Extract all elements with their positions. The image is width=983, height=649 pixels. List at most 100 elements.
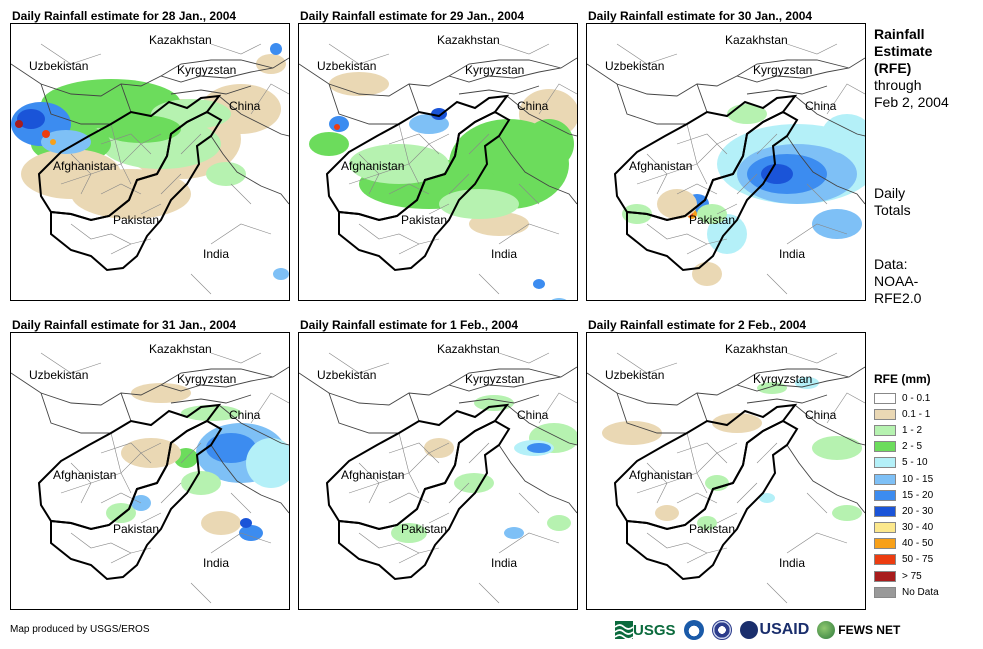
province-border [786, 43, 838, 55]
country-label-pakistan: Pakistan [401, 213, 447, 227]
pakistan-border [626, 110, 799, 272]
rainfall-area [256, 54, 286, 74]
legend-item: 1 - 2 [874, 422, 939, 438]
rain-layer [106, 383, 289, 541]
legend-label: 40 - 50 [902, 538, 934, 550]
country-label-kyrgyzstan: Kyrgyzstan [465, 372, 524, 386]
province-border [766, 582, 788, 604]
province-border [398, 432, 420, 494]
rainfall-area [334, 124, 340, 130]
country-border [218, 404, 289, 446]
country-label-india: India [203, 247, 229, 261]
legend-label: 30 - 40 [902, 522, 934, 534]
legend-swatch [874, 441, 896, 453]
rainfall-area [527, 443, 551, 453]
rainfall-area [50, 139, 56, 145]
country-label-china: China [517, 408, 549, 422]
rainfall-area [121, 438, 181, 468]
province-border [100, 133, 152, 155]
province-border [358, 532, 420, 554]
legend-swatch [874, 408, 896, 420]
side-title-line: through [874, 77, 922, 93]
country-border [160, 368, 274, 404]
province-border [498, 43, 550, 55]
province-border [40, 352, 102, 374]
country-label-uzbekistan: Uzbekistan [317, 368, 376, 382]
province-border [250, 83, 289, 115]
map-frame: Kazakhstan Uzbekistan Kyrgyzstan China Afgha… [586, 332, 866, 610]
rainfall-area [101, 115, 181, 143]
country-label-india: India [203, 556, 229, 570]
rainfall-area [707, 214, 747, 254]
rainfall-area [131, 383, 191, 403]
rainfall-area [812, 209, 862, 239]
rainfall-map: Kazakhstan Uzbekistan Kyrgyzstan China Afgha… [299, 342, 577, 604]
panel-title: Daily Rainfall estimate for 30 Jan., 200… [588, 9, 813, 23]
rainfall-area [602, 421, 662, 445]
province-border [448, 482, 470, 504]
rainfall-area [246, 438, 289, 488]
country-border [736, 59, 850, 95]
country-label-pakistan: Pakistan [689, 213, 735, 227]
rainfall-area [206, 162, 246, 186]
province-border [676, 133, 728, 155]
country-label-kazakhstan: Kazakhstan [149, 342, 212, 356]
province-border [468, 442, 490, 464]
province-border [686, 432, 708, 494]
usgs-wave-icon [615, 621, 633, 639]
province-border [636, 173, 668, 185]
country-label-afghanistan: Afghanistan [629, 159, 692, 173]
province-border [806, 492, 828, 514]
panel-title: Daily Rainfall estimate for 31 Jan., 200… [12, 318, 237, 332]
rainfall-area [759, 493, 775, 503]
province-border [160, 173, 182, 195]
country-border [40, 392, 132, 434]
map-credit: Map produced by USGS/EROS [10, 624, 150, 635]
province-border [358, 223, 420, 245]
legend-item: 50 - 75 [874, 552, 939, 568]
usaid-seal-icon [739, 621, 758, 639]
panel-title: Daily Rainfall estimate for 2 Feb., 2004 [588, 318, 807, 332]
province-border [140, 133, 162, 145]
province-border [736, 173, 758, 195]
pakistan-border [50, 110, 223, 272]
fewsnet-logo-text: FEWS NET [838, 623, 901, 637]
country-border [616, 83, 708, 125]
country-label-afghanistan: Afghanistan [53, 468, 116, 482]
country-label-uzbekistan: Uzbekistan [605, 368, 664, 382]
legend-swatch [874, 457, 896, 469]
province-border [250, 392, 289, 424]
legend-title: RFE (mm) [874, 372, 931, 386]
rainfall-area [270, 43, 282, 55]
country-border [160, 59, 274, 95]
rainfall-area [761, 164, 793, 184]
country-label-afghanistan: Afghanistan [341, 159, 404, 173]
side-title: Rainfall Estimate (RFE) through Feb 2, 2… [874, 26, 949, 111]
province-border [518, 492, 540, 514]
country-border [328, 392, 420, 434]
province-border [328, 43, 390, 65]
rainfall-area [239, 525, 263, 541]
panel-title: Daily Rainfall estimate for 1 Feb., 2004 [300, 318, 519, 332]
province-border [180, 442, 202, 464]
pakistan-border [338, 419, 511, 581]
province-border [230, 183, 252, 205]
province-border [756, 442, 778, 464]
province-border [498, 352, 550, 364]
province-border [716, 442, 738, 454]
usgs-logo: USGS [615, 621, 676, 639]
side-title-line: Feb 2, 2004 [874, 94, 949, 110]
rainfall-area [454, 473, 494, 493]
province-border [328, 352, 390, 374]
rainfall-map: Kazakhstan Uzbekistan Kyrgyzstan China Afgha… [587, 33, 865, 295]
province-border [110, 432, 132, 494]
country-label-india: India [779, 556, 805, 570]
daily-line: Totals [874, 202, 911, 218]
province-border [348, 482, 380, 494]
country-label-kazakhstan: Kazakhstan [149, 33, 212, 47]
country-label-kazakhstan: Kazakhstan [725, 342, 788, 356]
country-label-afghanistan: Afghanistan [341, 468, 404, 482]
data-line: Data: [874, 256, 908, 272]
rainfall-area [17, 109, 45, 129]
province-border [210, 223, 272, 245]
